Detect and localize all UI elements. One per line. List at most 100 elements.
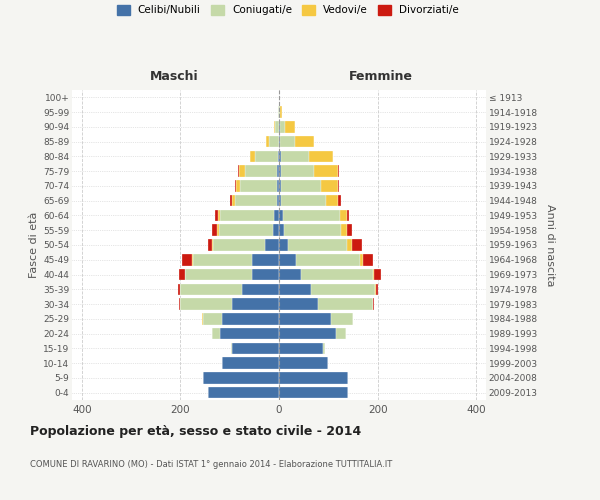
Bar [363, 254, 373, 266]
Bar [279, 298, 319, 310]
Bar [220, 328, 279, 340]
Bar [236, 180, 239, 192]
Bar [347, 239, 352, 251]
Bar [212, 239, 214, 251]
Bar [179, 269, 185, 280]
Bar [256, 150, 278, 162]
Bar [208, 387, 279, 398]
Bar [220, 210, 274, 221]
Text: Maschi: Maschi [149, 70, 199, 82]
Text: Popolazione per età, sesso e stato civile - 2014: Popolazione per età, sesso e stato civil… [30, 425, 361, 438]
Bar [281, 195, 326, 206]
Bar [279, 210, 283, 221]
Bar [279, 224, 284, 236]
Bar [252, 254, 279, 266]
Bar [296, 254, 361, 266]
Bar [277, 180, 279, 192]
Bar [283, 210, 340, 221]
Bar [314, 166, 338, 177]
Bar [265, 239, 279, 251]
Bar [232, 195, 235, 206]
Bar [331, 313, 353, 324]
Bar [308, 150, 333, 162]
Bar [279, 121, 280, 132]
Bar [203, 372, 279, 384]
Bar [178, 284, 181, 295]
Bar [347, 224, 352, 236]
Bar [277, 195, 279, 206]
Bar [266, 136, 269, 147]
Bar [288, 239, 347, 251]
Bar [376, 284, 378, 295]
Bar [319, 298, 373, 310]
Bar [373, 269, 374, 280]
Bar [239, 180, 277, 192]
Bar [275, 121, 279, 132]
Bar [193, 254, 252, 266]
Bar [235, 180, 236, 192]
Bar [279, 372, 348, 384]
Bar [223, 358, 279, 369]
Bar [278, 106, 279, 118]
Bar [361, 254, 363, 266]
Bar [279, 166, 281, 177]
Bar [338, 195, 341, 206]
Bar [347, 210, 349, 221]
Legend: Celibi/Nubili, Coniugati/e, Vedovi/e, Divorziati/e: Celibi/Nubili, Coniugati/e, Vedovi/e, Di… [117, 5, 459, 15]
Bar [273, 224, 279, 236]
Bar [335, 328, 346, 340]
Bar [338, 180, 339, 192]
Bar [269, 136, 278, 147]
Bar [374, 269, 381, 280]
Bar [279, 106, 280, 118]
Bar [235, 195, 277, 206]
Bar [223, 313, 279, 324]
Bar [279, 313, 331, 324]
Bar [232, 342, 279, 354]
Bar [279, 328, 335, 340]
Bar [280, 136, 295, 147]
Bar [203, 313, 223, 324]
Bar [295, 136, 314, 147]
Bar [281, 180, 321, 192]
Bar [284, 224, 341, 236]
Bar [208, 239, 212, 251]
Bar [281, 150, 308, 162]
Bar [202, 313, 203, 324]
Bar [285, 121, 295, 132]
Bar [326, 195, 338, 206]
Bar [279, 136, 280, 147]
Text: Femmine: Femmine [349, 70, 413, 82]
Bar [215, 210, 218, 221]
Bar [279, 195, 281, 206]
Bar [239, 166, 245, 177]
Bar [242, 284, 279, 295]
Bar [182, 254, 192, 266]
Bar [232, 298, 279, 310]
Bar [217, 224, 219, 236]
Bar [323, 342, 325, 354]
Text: COMUNE DI RAVARINO (MO) - Dati ISTAT 1° gennaio 2014 - Elaborazione TUTTITALIA.I: COMUNE DI RAVARINO (MO) - Dati ISTAT 1° … [30, 460, 392, 469]
Bar [280, 121, 285, 132]
Bar [274, 210, 279, 221]
Bar [279, 342, 323, 354]
Bar [279, 180, 281, 192]
Bar [279, 269, 301, 280]
Bar [281, 166, 314, 177]
Bar [279, 284, 311, 295]
Bar [341, 224, 347, 236]
Bar [181, 298, 232, 310]
Bar [252, 269, 279, 280]
Bar [301, 269, 373, 280]
Bar [212, 224, 217, 236]
Bar [321, 180, 338, 192]
Bar [181, 284, 242, 295]
Bar [338, 166, 339, 177]
Y-axis label: Anni di nascita: Anni di nascita [545, 204, 554, 286]
Bar [279, 358, 328, 369]
Bar [278, 150, 279, 162]
Bar [231, 342, 232, 354]
Bar [230, 195, 232, 206]
Bar [218, 210, 220, 221]
Bar [250, 150, 256, 162]
